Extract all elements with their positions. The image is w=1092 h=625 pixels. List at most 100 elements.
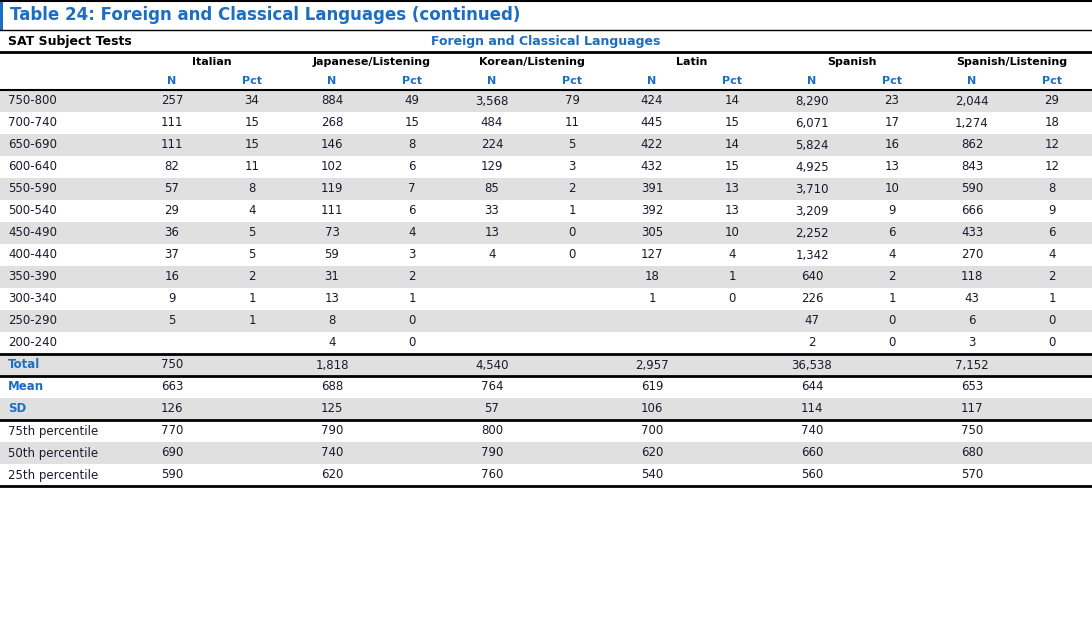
Text: Table 24: Foreign and Classical Languages (continued): Table 24: Foreign and Classical Language…	[10, 6, 521, 24]
Text: 270: 270	[961, 249, 983, 261]
Text: 764: 764	[480, 381, 503, 394]
Text: Spanish/Listening: Spanish/Listening	[957, 57, 1068, 67]
Text: 2: 2	[1048, 271, 1056, 284]
Text: 15: 15	[725, 116, 739, 129]
Text: 650-690: 650-690	[8, 139, 57, 151]
Text: 82: 82	[165, 161, 179, 174]
Text: 2,957: 2,957	[636, 359, 668, 371]
Text: 57: 57	[485, 402, 499, 416]
Text: 688: 688	[321, 381, 343, 394]
Text: 4: 4	[1048, 249, 1056, 261]
Text: N: N	[968, 76, 976, 86]
Text: 106: 106	[641, 402, 663, 416]
Bar	[0, 310, 1092, 332]
Text: 450-490: 450-490	[8, 226, 57, 239]
Text: 85: 85	[485, 182, 499, 196]
Text: 125: 125	[321, 402, 343, 416]
Text: 200-240: 200-240	[8, 336, 57, 349]
Text: 3,209: 3,209	[795, 204, 829, 217]
Text: 750: 750	[961, 424, 983, 438]
Text: 750-800: 750-800	[8, 94, 57, 108]
Text: 29: 29	[165, 204, 179, 217]
Text: 6: 6	[1048, 226, 1056, 239]
Text: 8: 8	[329, 314, 335, 328]
Text: 117: 117	[961, 402, 983, 416]
Text: Pct: Pct	[1042, 76, 1063, 86]
Text: 0: 0	[888, 314, 895, 328]
Text: 5: 5	[248, 226, 256, 239]
Text: 5: 5	[248, 249, 256, 261]
Text: 884: 884	[321, 94, 343, 108]
Text: 12: 12	[1045, 161, 1059, 174]
Bar	[0, 72, 1092, 90]
Text: 663: 663	[161, 381, 183, 394]
Text: 590: 590	[961, 182, 983, 196]
Text: 750: 750	[161, 359, 183, 371]
Text: 6: 6	[408, 204, 416, 217]
Text: 257: 257	[161, 94, 183, 108]
Text: 36,538: 36,538	[792, 359, 832, 371]
Text: 760: 760	[480, 469, 503, 481]
Text: 1: 1	[888, 292, 895, 306]
Text: 300-340: 300-340	[8, 292, 57, 306]
Text: 1: 1	[649, 292, 656, 306]
Text: 305: 305	[641, 226, 663, 239]
Bar	[0, 244, 1092, 266]
Text: Pct: Pct	[562, 76, 582, 86]
Text: 7: 7	[408, 182, 416, 196]
Text: 14: 14	[724, 94, 739, 108]
Text: 6: 6	[888, 226, 895, 239]
Text: 4: 4	[329, 336, 335, 349]
Text: 5: 5	[568, 139, 575, 151]
Text: 2: 2	[568, 182, 575, 196]
Text: 644: 644	[800, 381, 823, 394]
Bar	[0, 288, 1092, 310]
Text: 770: 770	[161, 424, 183, 438]
Text: 5,824: 5,824	[795, 139, 829, 151]
Text: 4: 4	[248, 204, 256, 217]
Bar	[0, 30, 1092, 52]
Text: 800: 800	[480, 424, 503, 438]
Text: 445: 445	[641, 116, 663, 129]
Bar	[0, 464, 1092, 486]
Text: 10: 10	[725, 226, 739, 239]
Text: 119: 119	[321, 182, 343, 196]
Text: 14: 14	[724, 139, 739, 151]
Text: 8: 8	[1048, 182, 1056, 196]
Text: 7,152: 7,152	[956, 359, 989, 371]
Text: 43: 43	[964, 292, 980, 306]
Text: Pct: Pct	[882, 76, 902, 86]
Bar	[0, 112, 1092, 134]
Bar	[0, 266, 1092, 288]
Bar	[0, 376, 1092, 398]
Text: 37: 37	[165, 249, 179, 261]
Text: 25th percentile: 25th percentile	[8, 469, 98, 481]
Bar	[0, 0, 1092, 30]
Text: 13: 13	[725, 182, 739, 196]
Text: 570: 570	[961, 469, 983, 481]
Text: 36: 36	[165, 226, 179, 239]
Text: 790: 790	[480, 446, 503, 459]
Text: 666: 666	[961, 204, 983, 217]
Text: 146: 146	[321, 139, 343, 151]
Text: 2,044: 2,044	[956, 94, 989, 108]
Text: 73: 73	[324, 226, 340, 239]
Text: 129: 129	[480, 161, 503, 174]
Text: 700: 700	[641, 424, 663, 438]
Text: 3: 3	[408, 249, 416, 261]
Text: 0: 0	[568, 249, 575, 261]
Text: 1,274: 1,274	[956, 116, 989, 129]
Text: 500-540: 500-540	[8, 204, 57, 217]
Text: 226: 226	[800, 292, 823, 306]
Text: 50th percentile: 50th percentile	[8, 446, 98, 459]
Text: 1,342: 1,342	[795, 249, 829, 261]
Text: 13: 13	[485, 226, 499, 239]
Text: 484: 484	[480, 116, 503, 129]
Text: 1: 1	[408, 292, 416, 306]
Text: 4: 4	[728, 249, 736, 261]
Text: Mean: Mean	[8, 381, 44, 394]
Text: Pct: Pct	[402, 76, 422, 86]
Text: 550-590: 550-590	[8, 182, 57, 196]
Text: 23: 23	[885, 94, 900, 108]
Text: 9: 9	[168, 292, 176, 306]
